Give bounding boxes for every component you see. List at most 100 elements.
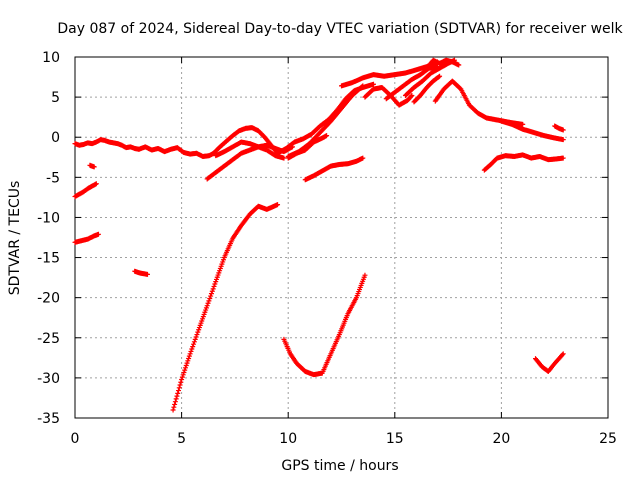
data-point xyxy=(172,399,178,405)
series xyxy=(383,64,440,102)
series xyxy=(302,155,366,183)
series xyxy=(481,152,566,173)
data-point xyxy=(409,93,415,99)
series xyxy=(424,57,462,71)
data-point xyxy=(171,404,177,410)
data-point xyxy=(186,353,192,359)
series xyxy=(213,139,287,161)
data-point xyxy=(173,396,179,402)
data-points xyxy=(72,57,566,413)
plot-frame xyxy=(74,56,609,419)
data-point xyxy=(212,281,218,287)
data-point xyxy=(185,358,191,364)
data-point xyxy=(211,283,217,289)
x-tick-label: 20 xyxy=(492,431,510,447)
data-point xyxy=(208,291,214,297)
series xyxy=(411,73,443,105)
data-point xyxy=(189,346,195,352)
data-point xyxy=(324,133,330,139)
data-point xyxy=(204,303,210,309)
x-tick-label: 15 xyxy=(386,431,404,447)
data-point xyxy=(205,300,211,306)
y-tick-label: -25 xyxy=(37,331,60,347)
data-point xyxy=(182,365,188,371)
data-point xyxy=(179,376,185,382)
x-tick-label: 0 xyxy=(71,431,80,447)
data-point xyxy=(520,121,526,127)
data-point xyxy=(93,181,99,187)
data-point xyxy=(191,339,197,345)
data-point xyxy=(208,293,214,299)
data-point xyxy=(360,83,366,89)
data-point xyxy=(183,362,189,368)
data-point xyxy=(170,407,176,413)
y-tick-label: -5 xyxy=(46,170,60,186)
data-point xyxy=(194,332,200,338)
data-point xyxy=(360,155,366,161)
data-point xyxy=(359,84,365,90)
plot-border xyxy=(74,56,609,419)
data-point xyxy=(210,286,216,292)
series xyxy=(132,268,150,277)
data-point xyxy=(184,360,190,366)
y-axis: -35 -30 -25 -20 -15 -10 -5 0 5 10 xyxy=(37,50,608,427)
series xyxy=(170,202,281,413)
data-point xyxy=(172,401,178,407)
y-axis-label: SDTVAR / TECUs xyxy=(7,181,23,296)
series xyxy=(362,84,415,108)
y-tick-label: -10 xyxy=(37,210,60,226)
y-tick-label: -35 xyxy=(37,411,60,427)
y-tick-label: 0 xyxy=(51,130,60,146)
data-point xyxy=(174,393,180,399)
data-point xyxy=(437,73,443,79)
series xyxy=(72,231,101,245)
data-point xyxy=(176,385,182,391)
series xyxy=(533,351,566,374)
series xyxy=(339,59,440,89)
series xyxy=(72,137,142,152)
y-tick-label: 10 xyxy=(42,50,60,66)
x-tick-label: 25 xyxy=(599,431,617,447)
series xyxy=(136,144,217,159)
data-point xyxy=(190,344,196,350)
data-point xyxy=(281,155,287,161)
x-tick-label: 10 xyxy=(279,431,297,447)
series xyxy=(87,162,97,170)
data-point xyxy=(408,93,414,99)
series xyxy=(281,272,368,378)
data-point xyxy=(91,164,97,170)
x-axis: 0 5 10 15 20 25 xyxy=(71,57,617,447)
data-point xyxy=(560,127,566,133)
series xyxy=(211,125,281,156)
series xyxy=(498,118,566,143)
series xyxy=(72,181,99,200)
data-point xyxy=(191,341,197,347)
data-point xyxy=(175,390,181,396)
data-point xyxy=(456,62,462,68)
data-point xyxy=(95,231,101,237)
data-point xyxy=(436,74,442,80)
data-point xyxy=(560,155,566,161)
data-point xyxy=(144,271,150,277)
data-point xyxy=(560,137,566,143)
series xyxy=(432,78,526,127)
y-tick-label: -20 xyxy=(37,291,60,307)
x-axis-label: GPS time / hours xyxy=(281,458,398,474)
y-tick-label: -30 xyxy=(37,371,60,387)
data-point xyxy=(193,334,199,340)
data-point xyxy=(362,272,368,278)
chart-title: Day 087 of 2024, Sidereal Day-to-day VTE… xyxy=(57,21,623,37)
data-point xyxy=(186,355,192,361)
data-point xyxy=(207,295,213,301)
data-point xyxy=(179,374,185,380)
data-point xyxy=(370,81,376,87)
series xyxy=(285,133,330,161)
data-point xyxy=(195,329,201,335)
data-point xyxy=(192,336,198,342)
y-tick-label: -15 xyxy=(37,251,60,267)
y-tick-label: 5 xyxy=(51,90,60,106)
data-point xyxy=(175,388,181,394)
data-point xyxy=(180,372,186,378)
